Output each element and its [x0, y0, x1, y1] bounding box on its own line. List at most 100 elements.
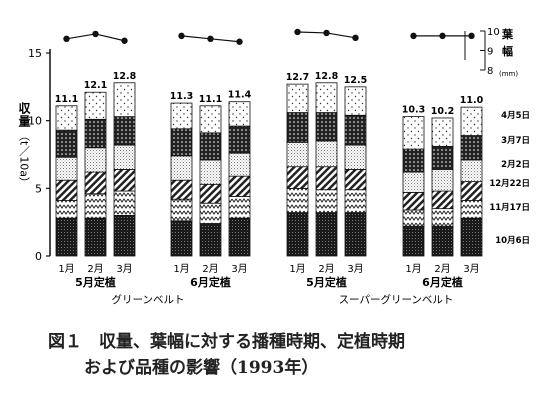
leaf-tick-label-2: 10: [487, 27, 500, 38]
bar-segment-g1-b2-s1: [228, 196, 251, 219]
bar-segment-g3-b1-s5: [431, 117, 454, 147]
leaf-axis-title-char1: 葉: [501, 27, 514, 41]
bar-segment-g2-b1-s5: [315, 82, 338, 113]
leaf-width-point-g1-2: [236, 38, 243, 45]
bar-total-label: 11.1: [199, 94, 222, 105]
bar-total-label: 11.4: [228, 90, 252, 101]
month-label: 3月: [347, 263, 363, 275]
bar-segment-g2-b1-s2: [315, 166, 338, 191]
bar-total-label: 12.1: [84, 80, 107, 91]
bar-segment-g2-b2-s3: [344, 144, 367, 170]
leaf-tick-label-0: 8: [487, 66, 493, 77]
bar-segment-g1-b0-s1: [170, 198, 193, 222]
y-axis-title: 収量: [17, 102, 31, 128]
y-tick-label-3: 15: [28, 47, 42, 60]
bar-segment-g0-b1-s2: [84, 171, 107, 195]
month-label: 1月: [289, 263, 305, 275]
bar-segment-g3-b0-s2: [402, 191, 425, 211]
bar-segment-g3-b1-s1: [431, 208, 454, 227]
bar-segment-g1-b1-s2: [199, 183, 222, 204]
bar-segment-g2-b1-s4: [315, 112, 338, 142]
bar-segment-g0-b2-s1: [113, 190, 136, 216]
month-label: 1月: [58, 263, 74, 275]
bar-total-label: 12.8: [113, 71, 137, 82]
leaf-width-point-g1-1: [207, 35, 214, 42]
bar-segment-g3-b2-s2: [460, 181, 483, 201]
bar-segment-g0-b2-s5: [113, 82, 136, 118]
leaf-width-point-g3-2: [468, 32, 475, 40]
bar-segment-g1-b1-s5: [199, 105, 222, 134]
leaf-width-point-g0-2: [121, 37, 128, 44]
bar-segment-g3-b2-s0: [460, 217, 483, 257]
bar-segment-g0-b0-s4: [55, 129, 78, 158]
harvest-period-label: 3月7日: [501, 136, 530, 146]
leaf-width-point-g2-1: [323, 29, 330, 37]
month-label: 3月: [231, 263, 247, 275]
leaf-width-point-g1-0: [178, 32, 185, 40]
bar-segment-g2-b2-s0: [344, 212, 367, 257]
leaf-width-point-g2-2: [352, 34, 359, 42]
month-label: 2月: [434, 263, 450, 275]
harvest-period-label: 10月6日: [495, 236, 530, 246]
y-axis-unit: （t／10a）: [18, 130, 31, 188]
harvest-period-label: 11月17日: [489, 203, 530, 213]
leaf-width-point-g0-1: [92, 30, 99, 38]
month-label: 3月: [116, 263, 132, 275]
bar-segment-g1-b1-s3: [199, 159, 222, 185]
bar-total-label: 10.2: [431, 106, 454, 117]
bar-segment-g3-b1-s0: [431, 225, 454, 257]
bar-segment-g0-b2-s4: [113, 116, 136, 146]
bar-segment-g1-b0-s4: [170, 128, 193, 157]
bar-segment-g0-b0-s2: [55, 179, 78, 201]
bar-total-label: 11.0: [460, 95, 484, 106]
bar-segment-g0-b0-s3: [55, 156, 78, 181]
leaf-width-point-g2-0: [294, 28, 301, 36]
leaf-width-point-g3-1: [439, 32, 446, 40]
bar-segment-g3-b2-s5: [460, 106, 483, 136]
bar-segment-g0-b1-s5: [84, 91, 107, 120]
variety-label-0: グリーンベルト: [112, 293, 185, 306]
bar-segment-g0-b1-s3: [84, 147, 107, 173]
bar-segment-g1-b2-s0: [228, 217, 251, 257]
planting-label: 6月定植: [190, 275, 231, 289]
planting-label: 5月定植: [75, 275, 116, 289]
bar-segment-g0-b1-s4: [84, 118, 107, 149]
month-label: 2月: [318, 263, 334, 275]
bar-total-label: 12.7: [286, 72, 309, 83]
variety-label-1: スーパーグリーンベルト: [339, 293, 454, 306]
bar-segment-g2-b1-s1: [315, 189, 338, 214]
bar-segment-g2-b0-s5: [286, 83, 309, 113]
bar-total-label: 10.3: [402, 105, 425, 116]
bar-total-label: 11.3: [170, 91, 193, 102]
bar-segment-g1-b1-s4: [199, 132, 222, 161]
bar-segment-g0-b2-s3: [113, 144, 136, 170]
leaf-axis-title-char2: 幅: [502, 44, 513, 58]
bar-segment-g3-b1-s4: [431, 145, 454, 170]
bar-segment-g2-b2-s2: [344, 168, 367, 191]
bar-segment-g3-b2-s3: [460, 159, 483, 182]
bar-segment-g1-b0-s0: [170, 220, 193, 257]
bar-segment-g1-b2-s2: [228, 175, 251, 197]
y-tick-label-2: 10: [28, 115, 42, 128]
month-label: 2月: [202, 263, 218, 275]
bar-total-label: 12.5: [344, 75, 367, 86]
bar-segment-g3-b0-s4: [402, 148, 425, 173]
bar-segment-g3-b2-s1: [460, 200, 483, 219]
leaf-width-point-g0-0: [63, 35, 70, 42]
bar-segment-g3-b1-s3: [431, 168, 454, 192]
bar-segment-g1-b1-s1: [199, 202, 222, 224]
bar-segment-g1-b2-s5: [228, 101, 251, 127]
bar-segment-g3-b0-s0: [402, 225, 425, 257]
bar-segment-g2-b0-s2: [286, 166, 309, 189]
harvest-period-label: 12月22日: [489, 179, 530, 189]
bar-segment-g3-b0-s1: [402, 209, 425, 227]
month-label: 3月: [463, 263, 479, 275]
bar-segment-g0-b2-s0: [113, 214, 136, 257]
bar-segment-g1-b0-s3: [170, 155, 193, 181]
bar-segment-g2-b0-s1: [286, 187, 309, 214]
bar-segment-g3-b0-s5: [402, 116, 425, 150]
y-tick-label-0: 0: [35, 250, 42, 263]
harvest-period-label: 2月2日: [501, 160, 530, 170]
figure-caption-line1: 図１ 収量、葉幅に対する播種時期、定植時期: [48, 332, 405, 352]
figure-caption-line2: および品種の影響（1993年）: [84, 358, 319, 378]
